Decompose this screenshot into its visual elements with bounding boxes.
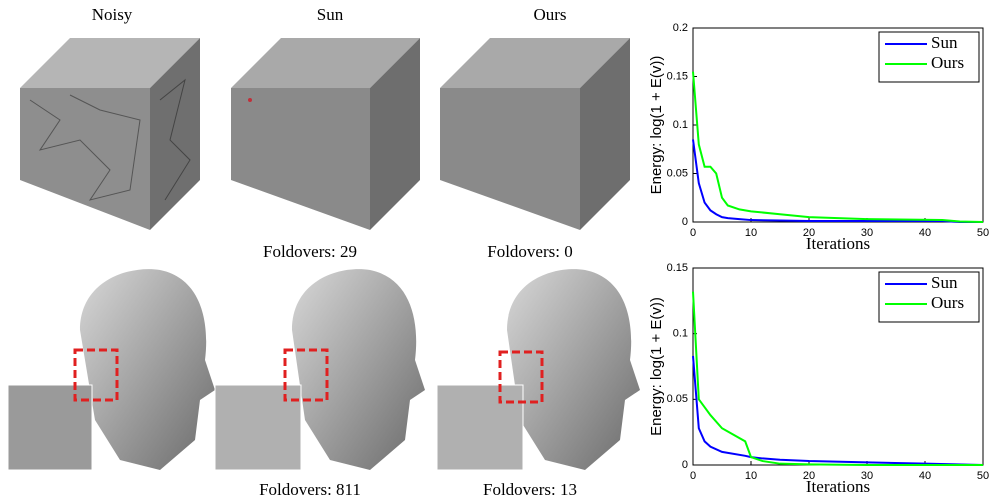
y-tick-label: 0.2 <box>673 22 688 34</box>
legend-label: Sun <box>931 33 958 52</box>
foldover-label: Foldovers: 811 <box>259 480 361 499</box>
x-tick-label: 0 <box>690 227 696 239</box>
noisy-head <box>8 269 215 470</box>
y-tick-label: 0.05 <box>667 167 688 179</box>
x-axis-label: Iterations <box>806 234 870 253</box>
y-tick-label: 0 <box>682 459 688 471</box>
y-tick-label: 0.15 <box>667 70 688 82</box>
x-tick-label: 50 <box>977 227 989 239</box>
sun-cube <box>231 38 420 230</box>
figure: Noisy Sun Ours Foldovers: 29 Foldovers: … <box>0 0 989 501</box>
legend-label: Ours <box>931 293 964 312</box>
noisy-cube <box>20 38 200 230</box>
x-tick-label: 40 <box>919 470 931 482</box>
foldover-label: Foldovers: 13 <box>483 480 577 499</box>
y-tick-label: 0.15 <box>667 262 688 274</box>
x-tick-label: 10 <box>745 227 757 239</box>
ours-cube <box>440 38 630 230</box>
x-tick-label: 0 <box>690 470 696 482</box>
sun-head <box>215 269 425 470</box>
y-axis-label: Energy: log(1 + E(v)) <box>648 297 665 436</box>
data-line <box>693 72 983 222</box>
foldover-label: Foldovers: 29 <box>263 242 357 261</box>
column-label: Ours <box>533 5 566 24</box>
x-tick-label: 10 <box>745 470 757 482</box>
legend-label: Ours <box>931 53 964 72</box>
y-tick-label: 0.05 <box>667 393 688 405</box>
x-tick-label: 50 <box>977 470 989 482</box>
y-tick-label: 0.1 <box>673 328 688 340</box>
data-line <box>693 140 983 222</box>
y-tick-label: 0.1 <box>673 119 688 131</box>
ours-head <box>437 269 640 470</box>
y-axis-label: Energy: log(1 + E(v)) <box>648 56 665 195</box>
data-line <box>693 356 983 465</box>
column-label: Sun <box>317 5 344 24</box>
x-axis-label: Iterations <box>806 477 870 496</box>
x-tick-label: 40 <box>919 227 931 239</box>
legend-label: Sun <box>931 273 958 292</box>
foldover-label: Foldovers: 0 <box>487 242 572 261</box>
column-label: Noisy <box>92 5 133 24</box>
y-tick-label: 0 <box>682 216 688 228</box>
